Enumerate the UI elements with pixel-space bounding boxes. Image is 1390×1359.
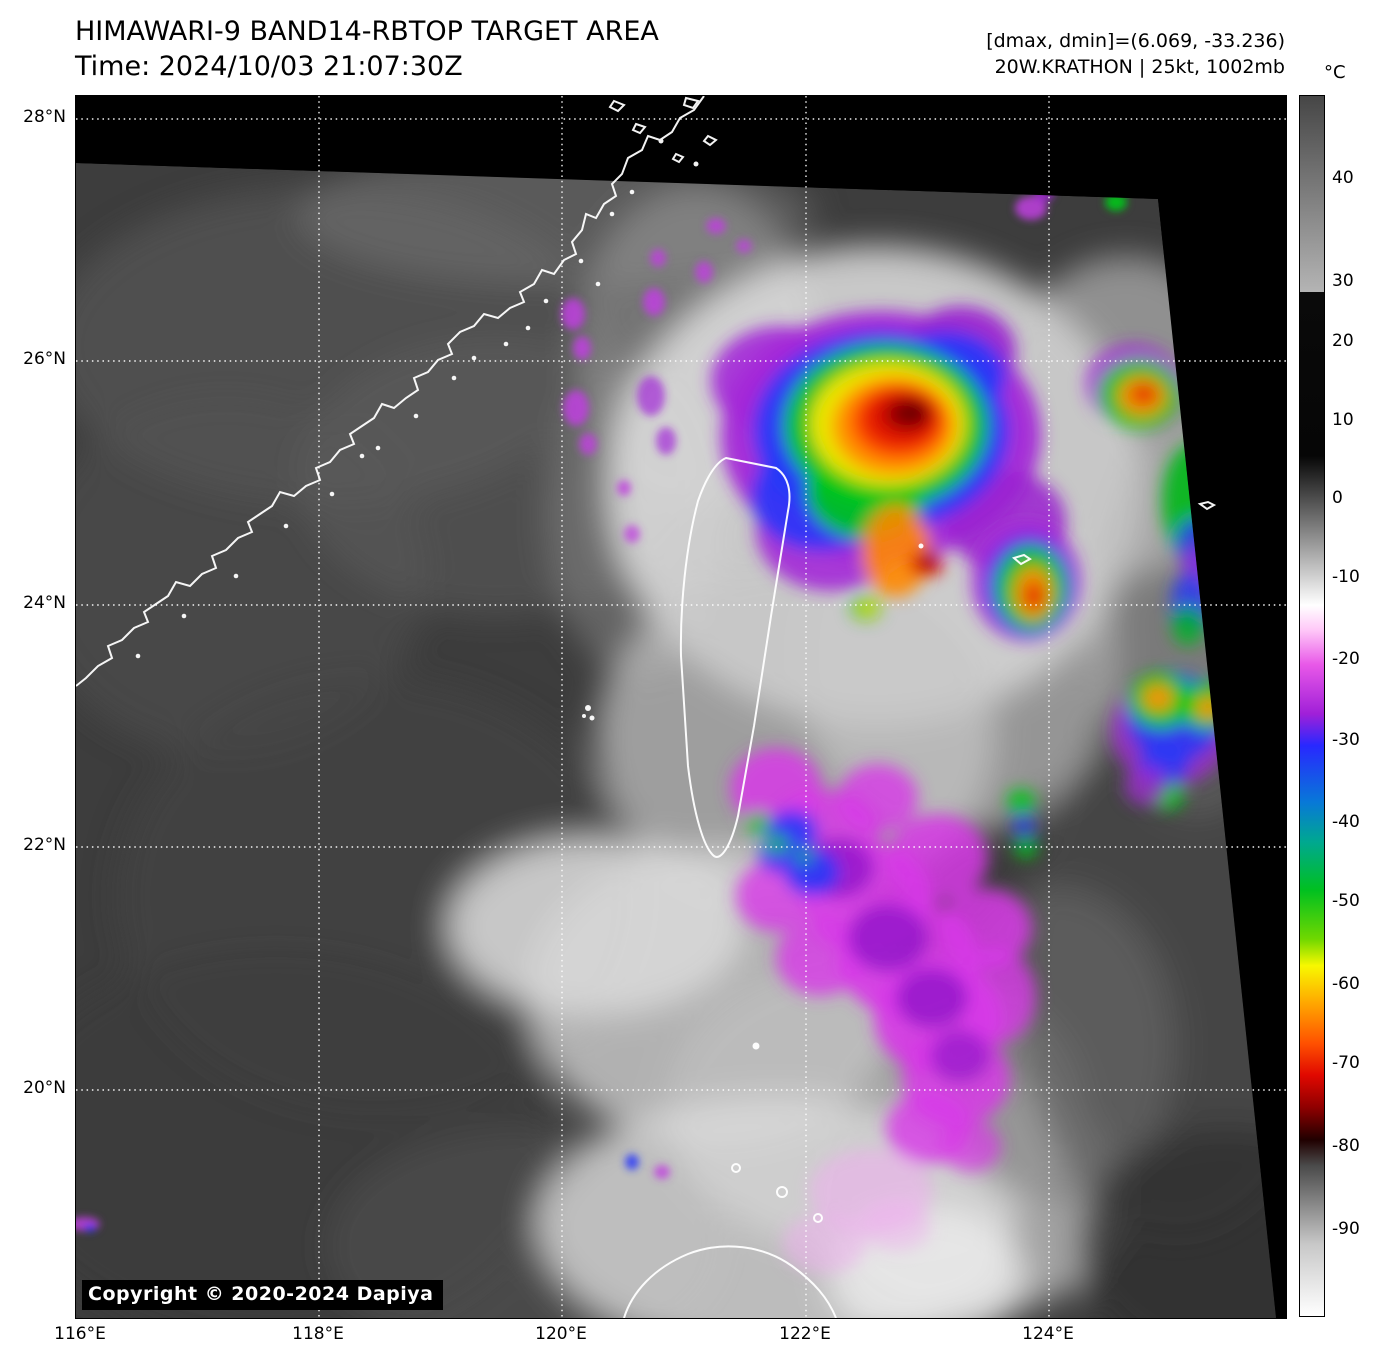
coastline-china [76, 96, 705, 687]
cbar-tick: -30 [1332, 730, 1360, 750]
lat-label-28n: 28°N [23, 107, 66, 127]
header-right: [dmax, dmin]=(6.069, -33.236) 20W.KRATHO… [986, 28, 1285, 80]
dmax-dmin-readout: [dmax, dmin]=(6.069, -33.236) [986, 30, 1285, 52]
color-scale-main-segment [1300, 292, 1324, 1316]
lat-label-26n: 26°N [23, 349, 66, 369]
lon-label-116e: 116°E [54, 1324, 106, 1344]
cbar-tick: 40 [1332, 168, 1354, 188]
coastlines [76, 96, 1217, 1318]
cbar-tick: 0 [1332, 488, 1343, 508]
cbar-tick: -20 [1332, 649, 1360, 669]
storm-info: 20W.KRATHON | 25kt, 1002mb [994, 56, 1285, 78]
cbar-tick: -90 [1332, 1219, 1360, 1239]
color-scale [1299, 95, 1325, 1317]
lon-label-124e: 124°E [1022, 1324, 1074, 1344]
cbar-tick: 20 [1332, 331, 1354, 351]
small-islands [135, 138, 924, 1050]
color-scale-warm-segment [1300, 96, 1324, 292]
lon-label-118e: 118°E [292, 1324, 344, 1344]
satellite-image-panel: Copyright © 2020-2024 Dapiya [75, 95, 1287, 1319]
coastline-taiwan [679, 456, 791, 858]
southern-anvil-magenta [730, 748, 1036, 1274]
lat-label-20n: 20°N [23, 1078, 66, 1098]
scattered-cold-fragments [76, 186, 1127, 1232]
cbar-tick: 30 [1332, 271, 1354, 291]
grid-lines [76, 96, 1286, 1318]
page-title: HIMAWARI-9 BAND14-RBTOP TARGET AREA [75, 16, 659, 47]
copyright-watermark: Copyright © 2020-2024 Dapiya [82, 1280, 444, 1310]
cbar-tick: -50 [1332, 891, 1360, 911]
scan-area [76, 163, 1276, 1318]
cbar-tick: -70 [1332, 1053, 1360, 1073]
satellite-image [76, 96, 1286, 1318]
colorbar-unit: °C [1324, 62, 1346, 83]
cbar-tick: -80 [1332, 1136, 1360, 1156]
coastline-luzon [623, 1245, 837, 1318]
island-outlines [608, 96, 1217, 1223]
lon-label-120e: 120°E [535, 1324, 587, 1344]
lat-label-22n: 22°N [23, 835, 66, 855]
cold-cloud-tops [76, 186, 1232, 1274]
cbar-tick: -40 [1332, 812, 1360, 832]
cbar-tick: -60 [1332, 974, 1360, 994]
lon-label-122e: 122°E [779, 1324, 831, 1344]
cbar-tick: 10 [1332, 410, 1354, 430]
lat-label-24n: 24°N [23, 593, 66, 613]
timestamp: Time: 2024/10/03 21:07:30Z [75, 51, 463, 82]
cbar-tick: -10 [1332, 567, 1360, 587]
